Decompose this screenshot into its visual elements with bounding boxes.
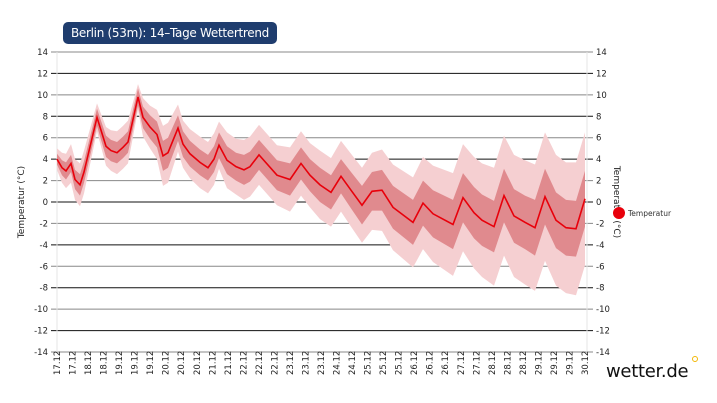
y-tick-label: -12 bbox=[596, 327, 610, 337]
x-tick-label: 17.12 bbox=[69, 351, 79, 375]
band bbox=[57, 88, 585, 257]
x-tick-label: 18.12 bbox=[84, 351, 94, 375]
x-tick-label: 23.12 bbox=[317, 351, 327, 375]
chart-title-badge: Berlin (53m): 14–Tage Wettertrend bbox=[63, 22, 277, 44]
y-tick-label: -10 bbox=[596, 305, 610, 315]
x-tick-label: 30.12 bbox=[581, 351, 591, 375]
y-tick-label: -12 bbox=[34, 327, 48, 337]
legend-dot-icon bbox=[613, 207, 625, 219]
y-tick-label: 4 bbox=[596, 155, 601, 165]
y-tick-label: 10 bbox=[596, 91, 607, 101]
y-tick-label: -4 bbox=[40, 241, 48, 251]
x-tick-label: 25.12 bbox=[395, 351, 405, 375]
y-tick-label: 14 bbox=[37, 48, 48, 58]
y-tick-label: -14 bbox=[596, 348, 610, 358]
y-tick-label: 2 bbox=[43, 177, 48, 187]
x-tick-label: 18.12 bbox=[100, 351, 110, 375]
y-axis-title-left: Temperatur (°C) bbox=[17, 166, 27, 239]
x-tick-label: 17.12 bbox=[53, 351, 63, 375]
x-tick-label: 20.12 bbox=[162, 351, 172, 375]
x-tick-label: 19.12 bbox=[131, 351, 141, 375]
y-tick-label: 6 bbox=[43, 134, 48, 144]
y-tick-label: -6 bbox=[596, 262, 604, 272]
x-tick-label: 25.12 bbox=[379, 351, 389, 375]
legend-item-temperatur[interactable]: Temperatur bbox=[613, 207, 671, 219]
y-tick-label: 4 bbox=[43, 155, 48, 165]
y-tick-label: 6 bbox=[596, 134, 601, 144]
x-tick-label: 29.12 bbox=[534, 351, 544, 375]
x-tick-label: 19.12 bbox=[146, 351, 156, 375]
y-tick-label: -8 bbox=[596, 284, 604, 294]
x-tick-label: 21.12 bbox=[208, 351, 218, 375]
y-tick-label: 0 bbox=[596, 198, 601, 208]
y-tick-label: 8 bbox=[596, 112, 601, 122]
y-tick-label: -6 bbox=[40, 262, 48, 272]
y-tick-label: 0 bbox=[43, 198, 48, 208]
y-tick-label: -10 bbox=[34, 305, 48, 315]
y-tick-label: 12 bbox=[596, 69, 607, 79]
x-tick-label: 29.12 bbox=[565, 351, 575, 375]
y-tick-label: -14 bbox=[34, 348, 48, 358]
x-tick-label: 22.12 bbox=[270, 351, 280, 375]
x-tick-label: 21.12 bbox=[224, 351, 234, 375]
x-tick-label: 26.12 bbox=[410, 351, 420, 375]
y-axis-right: 14 12 10 8 6 4 2 0 -2 -4 -6 -8 -10 -12 -14 bbox=[596, 48, 610, 358]
y-tick-label: -8 bbox=[40, 284, 48, 294]
x-tick-label: 26.12 bbox=[441, 351, 451, 375]
x-tick-label: 20.12 bbox=[177, 351, 187, 375]
y-tick-label: 14 bbox=[596, 48, 607, 58]
y-tick-label: 8 bbox=[43, 112, 48, 122]
y-tick-label: 2 bbox=[596, 177, 601, 187]
x-axis: 17.12 17.12 18.12 18.12 19.12 19.12 19.12 20.12… bbox=[53, 351, 591, 375]
y-tick-label: -4 bbox=[596, 241, 604, 251]
temperature-series-line bbox=[56, 96, 586, 230]
x-tick-label: 29.12 bbox=[550, 351, 560, 375]
x-tick-label: 28.12 bbox=[503, 351, 513, 375]
y-tick-label: -2 bbox=[596, 219, 604, 229]
x-tick-label: 24.12 bbox=[333, 351, 343, 375]
x-tick-label: 22.12 bbox=[239, 351, 249, 375]
confidence-bands bbox=[57, 84, 585, 296]
temperature-line bbox=[56, 96, 586, 230]
y-tick-label: -2 bbox=[40, 219, 48, 229]
x-tick-label: 23.12 bbox=[286, 351, 296, 375]
x-tick-label: 24.12 bbox=[348, 351, 358, 375]
y-tick-label: 10 bbox=[37, 91, 48, 101]
x-tick-label: 26.12 bbox=[426, 351, 436, 375]
y-axis-left: 14 12 10 8 6 4 2 0 -2 -4 -6 -8 -10 -12 -14 bbox=[34, 48, 48, 358]
logo-accent-dot-icon bbox=[692, 356, 698, 362]
wetter-de-logo: wetter.de bbox=[606, 361, 689, 382]
y-tick-label: 12 bbox=[37, 69, 48, 79]
x-tick-label: 28.12 bbox=[519, 351, 529, 375]
x-tick-label: 20.12 bbox=[193, 351, 203, 375]
x-tick-label: 19.12 bbox=[115, 351, 125, 375]
x-tick-label: 22.12 bbox=[255, 351, 265, 375]
x-tick-label: 27.12 bbox=[472, 351, 482, 375]
x-tick-label: 27.12 bbox=[457, 351, 467, 375]
x-tick-label: 28.12 bbox=[488, 351, 498, 375]
y-axis-title-right: Temperatur (°C) bbox=[611, 165, 621, 238]
legend-label: Temperatur bbox=[628, 208, 672, 218]
x-tick-label: 25.12 bbox=[364, 351, 374, 375]
x-tick-label: 23.12 bbox=[301, 351, 311, 375]
